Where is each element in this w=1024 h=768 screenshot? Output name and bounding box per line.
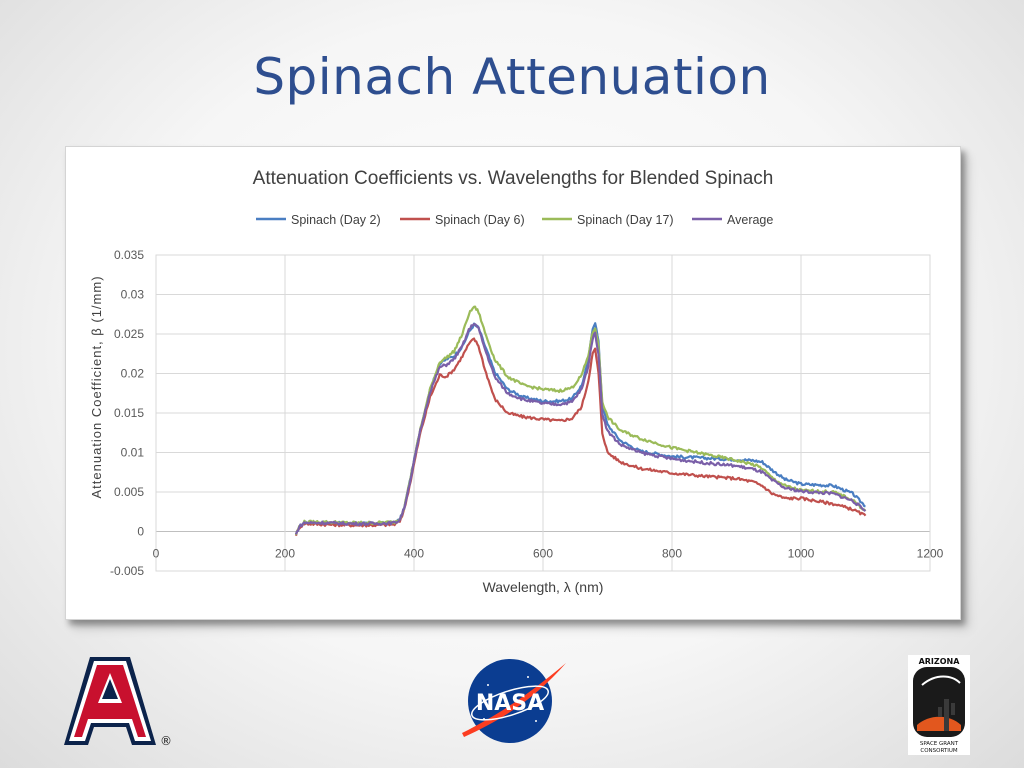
x-tick-label: 1000 xyxy=(788,547,815,561)
y-tick-label: 0.03 xyxy=(121,288,145,302)
x-tick-label: 600 xyxy=(533,547,553,561)
y-tick-label: 0.01 xyxy=(121,446,145,460)
y-tick-label: 0.02 xyxy=(121,367,145,381)
series-line-average xyxy=(294,323,867,535)
saguaro-sunset-icon xyxy=(913,667,965,737)
legend-label: Average xyxy=(727,213,773,227)
series-line-spinach-day-2 xyxy=(294,322,866,535)
y-tick-label: 0.035 xyxy=(114,248,144,262)
x-tick-label: 400 xyxy=(404,547,424,561)
y-axis-label: Attenuation Coefficient, β (1/mm) xyxy=(89,275,104,498)
arizona-space-grant-logo: ARIZONA SPACE GRANT CONSORTIUM xyxy=(908,655,970,755)
chart-grid xyxy=(155,254,931,572)
x-axis-label: Wavelength, λ (nm) xyxy=(483,579,604,595)
y-tick-label: 0.015 xyxy=(114,406,144,420)
legend-label: Spinach (Day 2) xyxy=(291,213,381,227)
chart-legend: Spinach (Day 2) Spinach (Day 6) Spinach (D… xyxy=(256,213,773,227)
x-tick-label: 0 xyxy=(153,547,160,561)
attenuation-chart: Attenuation Coefficients vs. Wavelengths… xyxy=(89,168,944,595)
y-tick-label: 0.025 xyxy=(114,327,144,341)
university-of-arizona-logo: ® xyxy=(64,657,172,748)
x-tick-label: 200 xyxy=(275,547,295,561)
chart-frame: Attenuation Coefficients vs. Wavelengths… xyxy=(65,146,961,620)
series-line-spinach-day-6 xyxy=(294,337,867,536)
slide-title: Spinach Attenuation xyxy=(253,48,771,106)
x-tick-label: 800 xyxy=(662,547,682,561)
legend-label: Spinach (Day 6) xyxy=(435,213,525,227)
asgc-bottom-text-2: CONSORTIUM xyxy=(920,748,958,754)
block-a-icon xyxy=(64,657,156,745)
chart-series xyxy=(294,305,867,536)
chart-title: Attenuation Coefficients vs. Wavelengths… xyxy=(253,168,774,189)
asgc-top-text: ARIZONA xyxy=(919,657,961,666)
chart-axes: -0.005 0 0.005 0.01 0.015 0.02 0.025 0.03 0.035 0… xyxy=(110,248,944,578)
y-tick-label: -0.005 xyxy=(110,564,144,578)
y-tick-label: 0 xyxy=(137,525,144,539)
legend-label: Spinach (Day 17) xyxy=(577,213,674,227)
y-tick-label: 0.005 xyxy=(114,485,144,499)
nasa-logo: NASA xyxy=(462,659,566,743)
x-tick-label: 1200 xyxy=(917,547,944,561)
registered-mark: ® xyxy=(160,734,172,748)
series-line-spinach-day-17 xyxy=(294,305,867,536)
nasa-logo-text: NASA xyxy=(476,691,544,716)
nasa-chevron-icon xyxy=(462,663,566,737)
asgc-bottom-text-1: SPACE GRANT xyxy=(920,741,959,747)
